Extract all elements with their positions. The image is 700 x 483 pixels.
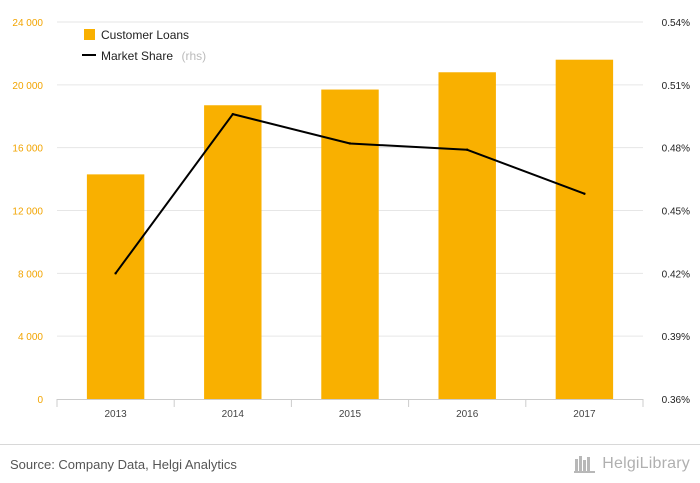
right-tick-label: 0.54%	[662, 18, 690, 29]
bar	[321, 89, 379, 399]
bar-series	[86, 59, 614, 400]
chart: 2013 2014 2015 2016 2017 0 4 000 8 000 12 000 16…	[12, 18, 690, 420]
right-tick-label: 0.45%	[662, 207, 690, 218]
bar	[86, 174, 145, 399]
right-axis: 0.36% 0.39% 0.42% 0.45% 0.48% 0.51% 0.54%	[662, 18, 690, 406]
line-point	[114, 272, 117, 275]
bookshelf-icon	[574, 456, 596, 473]
legend-label-bar: Customer Loans	[101, 28, 189, 42]
legend[interactable]: Customer Loans Market Share (rhs)	[82, 28, 206, 64]
legend-label-line: Market Share (rhs)	[101, 47, 206, 64]
x-tick-label: 2016	[456, 409, 479, 420]
brand-name: HelgiLibrary	[602, 455, 690, 472]
left-tick-label: 24 000	[12, 18, 43, 29]
left-tick-label: 16 000	[12, 144, 43, 155]
line-series	[114, 112, 586, 275]
legend-label-line-text: Market Share	[101, 49, 173, 63]
left-tick-label: 20 000	[12, 81, 43, 92]
footer: Source: Company Data, Helgi Analytics He…	[0, 444, 700, 483]
bar	[438, 72, 496, 400]
left-tick-label: 0	[37, 395, 43, 406]
x-tick-label: 2013	[104, 409, 127, 420]
bar	[555, 59, 614, 399]
line-point	[583, 192, 586, 195]
x-tick-label: 2017	[573, 409, 596, 420]
line-point	[466, 148, 469, 151]
right-tick-label: 0.39%	[662, 332, 690, 343]
left-tick-label: 4 000	[18, 332, 43, 343]
line-point	[348, 142, 352, 145]
source-note: Source: Company Data, Helgi Analytics	[10, 457, 237, 472]
brand-logo[interactable]: HelgiLibrary	[574, 454, 690, 474]
x-tick-label: 2015	[339, 409, 362, 420]
left-axis: 0 4 000 8 000 12 000 16 000 20 000 24 000	[12, 18, 43, 406]
legend-swatch-bar	[84, 29, 95, 40]
right-tick-label: 0.36%	[662, 395, 690, 406]
legend-label-line-suffix: (rhs)	[181, 49, 206, 63]
right-tick-label: 0.51%	[662, 81, 690, 92]
bar	[204, 105, 262, 400]
left-tick-label: 12 000	[12, 207, 43, 218]
x-tick-label: 2014	[222, 409, 245, 420]
right-tick-label: 0.48%	[662, 144, 690, 155]
left-tick-label: 8 000	[18, 269, 43, 280]
right-tick-label: 0.42%	[662, 269, 690, 280]
line-point	[231, 112, 234, 116]
x-axis: 2013 2014 2015 2016 2017	[56, 399, 644, 420]
